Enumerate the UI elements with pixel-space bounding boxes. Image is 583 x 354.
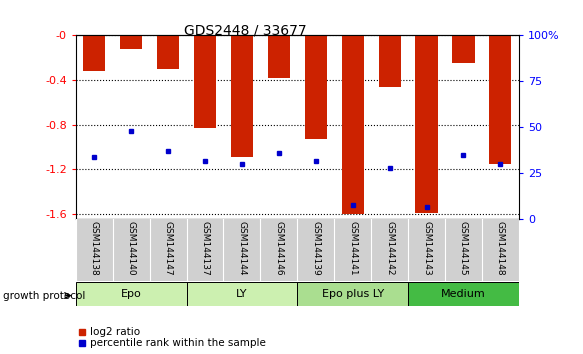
Bar — [120, 35, 142, 49]
Bar — [76, 282, 187, 306]
Text: growth protocol: growth protocol — [3, 291, 85, 301]
Bar — [83, 35, 106, 71]
Bar — [489, 35, 511, 164]
Bar — [416, 35, 438, 213]
Bar — [408, 282, 519, 306]
Text: GSM144140: GSM144140 — [127, 221, 136, 276]
Bar — [297, 282, 408, 306]
Text: GSM144143: GSM144143 — [422, 221, 431, 276]
Bar — [231, 35, 253, 157]
Bar — [378, 35, 401, 87]
Text: Epo plus LY: Epo plus LY — [322, 289, 384, 299]
Text: GSM144145: GSM144145 — [459, 221, 468, 276]
Text: GSM144146: GSM144146 — [275, 221, 283, 276]
Text: GSM144141: GSM144141 — [348, 221, 357, 276]
Text: Medium: Medium — [441, 289, 486, 299]
Text: GSM144139: GSM144139 — [311, 221, 320, 276]
Text: GSM144137: GSM144137 — [201, 221, 209, 276]
Text: GSM144138: GSM144138 — [90, 221, 99, 276]
Text: Epo: Epo — [121, 289, 142, 299]
Text: GSM144144: GSM144144 — [237, 221, 247, 276]
Bar — [268, 35, 290, 78]
Bar — [187, 282, 297, 306]
Text: LY: LY — [236, 289, 248, 299]
Text: percentile rank within the sample: percentile rank within the sample — [90, 338, 266, 348]
Text: GSM144147: GSM144147 — [164, 221, 173, 276]
Bar — [452, 35, 475, 63]
Bar — [305, 35, 327, 139]
Bar — [157, 35, 179, 69]
Text: GSM144148: GSM144148 — [496, 221, 505, 276]
Bar — [342, 35, 364, 214]
Text: GDS2448 / 33677: GDS2448 / 33677 — [184, 23, 306, 37]
Text: GSM144142: GSM144142 — [385, 221, 394, 276]
Bar — [194, 35, 216, 128]
Text: log2 ratio: log2 ratio — [90, 327, 141, 337]
